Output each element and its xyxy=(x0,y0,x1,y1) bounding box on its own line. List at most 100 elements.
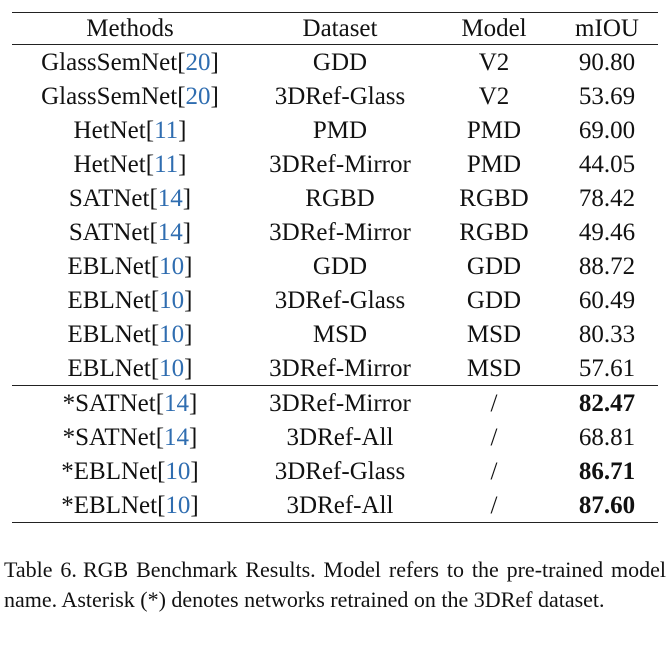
table-header-row: Methods Dataset Model mIOU xyxy=(12,12,658,45)
cell-dataset: 3DRef-Glass xyxy=(274,457,406,485)
cell-model: RGBD xyxy=(459,218,529,246)
cell-method: EBLNet[10] xyxy=(12,283,248,317)
method-name: GlassSemNet xyxy=(41,48,178,76)
method-name: SATNet xyxy=(68,218,150,246)
ref-close-bracket: ] xyxy=(190,491,199,519)
cell-method: EBLNet[10] xyxy=(12,249,248,283)
cell-dataset: MSD xyxy=(312,320,368,348)
cell-miou: 69.00 xyxy=(578,116,636,144)
citation-link[interactable]: 14 xyxy=(157,218,183,246)
cell-miou: 53.69 xyxy=(578,82,636,110)
citation-link[interactable]: 14 xyxy=(164,423,190,451)
citation-link[interactable]: 14 xyxy=(157,184,183,212)
method-name: EBLNet xyxy=(67,354,151,382)
ref-close-bracket: ] xyxy=(184,252,193,280)
rgb-benchmark-table: Methods Dataset Model mIOU GlassSemNet[2… xyxy=(12,12,658,523)
method-name: EBLNet xyxy=(67,320,151,348)
citation-link[interactable]: 11 xyxy=(154,116,179,144)
method-name: HetNet xyxy=(73,116,146,144)
method-name: SATNet xyxy=(68,184,150,212)
table-caption: Table 6. RGB Benchmark Results. Model ref… xyxy=(4,555,666,615)
cell-dataset: 3DRef-Mirror xyxy=(269,218,411,246)
cell-method: HetNet[11] xyxy=(12,113,248,147)
ref-open-bracket: [ xyxy=(177,82,186,110)
ref-open-bracket: [ xyxy=(177,48,186,76)
cell-model: PMD xyxy=(466,116,522,144)
table-row: *EBLNet[10] 3DRef-Glass / 86.71 xyxy=(12,454,658,488)
ref-close-bracket: ] xyxy=(190,457,199,485)
cell-method: HetNet[11] xyxy=(12,147,248,181)
method-prefix: * xyxy=(61,457,74,485)
citation-link[interactable]: 10 xyxy=(165,457,191,485)
cell-model: V2 xyxy=(478,48,510,76)
table-row: GlassSemNet[20] GDD V2 90.80 xyxy=(12,45,658,80)
cell-method: SATNet[14] xyxy=(12,181,248,215)
cell-miou: 86.71 xyxy=(578,457,636,485)
ref-close-bracket: ] xyxy=(210,48,219,76)
cell-model: MSD xyxy=(466,354,522,382)
cell-dataset: GDD xyxy=(312,48,368,76)
method-name: EBLNet xyxy=(73,491,158,519)
cell-dataset: 3DRef-Mirror xyxy=(269,354,411,382)
table-row: EBLNet[10] GDD GDD 88.72 xyxy=(12,249,658,283)
citation-link[interactable]: 10 xyxy=(159,354,185,382)
cell-miou: 80.33 xyxy=(578,320,636,348)
cell-model: / xyxy=(432,488,556,523)
cell-dataset: RGBD xyxy=(305,184,375,212)
cell-dataset: 3DRef-Mirror xyxy=(248,385,432,420)
method-name: SATNet xyxy=(75,423,156,451)
ref-close-bracket: ] xyxy=(178,116,187,144)
citation-link[interactable]: 10 xyxy=(165,491,191,519)
table-row: EBLNet[10] 3DRef-Glass GDD 60.49 xyxy=(12,283,658,317)
header-dataset: Dataset xyxy=(302,15,378,42)
ref-close-bracket: ] xyxy=(184,354,193,382)
cell-method: *EBLNet[10] xyxy=(12,454,248,488)
cell-model: V2 xyxy=(478,82,510,110)
method-name: EBLNet xyxy=(67,252,151,280)
cell-model: RGBD xyxy=(459,184,529,212)
table-row: GlassSemNet[20] 3DRef-Glass V2 53.69 xyxy=(12,79,658,113)
ref-open-bracket: [ xyxy=(155,389,165,417)
table-row: HetNet[11] 3DRef-Mirror PMD 44.05 xyxy=(12,147,658,181)
cell-miou: 90.80 xyxy=(578,48,636,76)
cell-model: MSD xyxy=(466,320,522,348)
cell-method: *SATNet[14] xyxy=(12,385,248,420)
cell-dataset: 3DRef-All xyxy=(248,488,432,523)
cell-model: PMD xyxy=(466,150,522,178)
citation-link[interactable]: 10 xyxy=(159,286,185,314)
caption-text: RGB Benchmark Results. Model refers to t… xyxy=(4,557,666,612)
method-prefix: * xyxy=(61,491,74,519)
cell-miou: 88.72 xyxy=(578,252,636,280)
citation-link[interactable]: 11 xyxy=(154,150,179,178)
ref-close-bracket: ] xyxy=(189,423,198,451)
citation-link[interactable]: 10 xyxy=(159,320,185,348)
header-miou: mIOU xyxy=(575,15,639,42)
results-table-container: Methods Dataset Model mIOU GlassSemNet[2… xyxy=(12,12,658,523)
table-row: EBLNet[10] MSD MSD 80.33 xyxy=(12,317,658,351)
ref-close-bracket: ] xyxy=(182,218,192,246)
cell-method: *SATNet[14] xyxy=(12,420,248,454)
table-body: GlassSemNet[20] GDD V2 90.80 GlassSemNet[20]… xyxy=(12,45,658,523)
table-row: *EBLNet[10] 3DRef-All/87.60 xyxy=(12,488,658,523)
cell-model: GDD xyxy=(466,252,522,280)
cell-method: GlassSemNet[20] xyxy=(12,79,248,113)
method-prefix: * xyxy=(62,389,76,417)
ref-open-bracket: [ xyxy=(150,320,160,348)
table-row: SATNet[14] 3DRef-Mirror RGBD 49.46 xyxy=(12,215,658,249)
cell-model: / xyxy=(490,423,498,451)
ref-open-bracket: [ xyxy=(150,286,160,314)
cell-method: EBLNet[10] xyxy=(12,351,248,386)
citation-link[interactable]: 20 xyxy=(185,48,211,76)
cell-miou: 82.47 xyxy=(556,385,658,420)
cell-method: SATNet[14] xyxy=(12,215,248,249)
cell-miou: 78.42 xyxy=(578,184,636,212)
ref-open-bracket: [ xyxy=(157,457,166,485)
cell-miou: 49.46 xyxy=(578,218,636,246)
citation-link[interactable]: 14 xyxy=(164,389,190,417)
citation-link[interactable]: 10 xyxy=(159,252,185,280)
citation-link[interactable]: 20 xyxy=(185,82,211,110)
cell-miou: 44.05 xyxy=(578,150,636,178)
ref-open-bracket: [ xyxy=(157,491,166,519)
ref-close-bracket: ] xyxy=(184,286,193,314)
ref-open-bracket: [ xyxy=(155,423,165,451)
